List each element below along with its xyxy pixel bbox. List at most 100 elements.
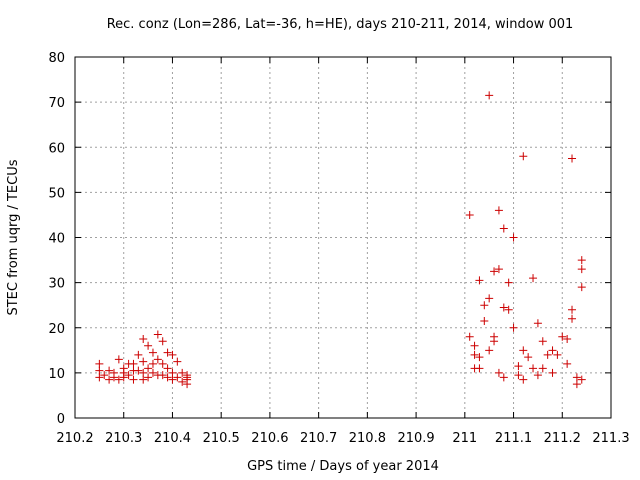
data-point <box>490 267 499 276</box>
data-point <box>577 375 586 384</box>
data-point <box>499 224 508 233</box>
data-point <box>173 373 182 382</box>
data-point <box>148 368 157 377</box>
data-point <box>475 364 484 373</box>
data-point <box>480 301 489 310</box>
data-point <box>533 371 542 380</box>
data-point <box>563 359 572 368</box>
data-point <box>134 366 143 375</box>
x-tick-label: 211.1 <box>495 431 532 446</box>
data-point <box>134 350 143 359</box>
data-point <box>105 366 114 375</box>
x-axis-label: GPS time / Days of year 2014 <box>247 459 439 474</box>
data-point <box>168 375 177 384</box>
y-tick-label: 30 <box>48 277 65 292</box>
data-point <box>529 274 538 283</box>
data-point <box>475 353 484 362</box>
data-point <box>499 303 508 312</box>
data-point <box>572 373 581 382</box>
data-point <box>100 371 109 380</box>
data-point <box>470 350 479 359</box>
data-point <box>485 91 494 100</box>
data-point <box>163 364 172 373</box>
data-point <box>163 348 172 357</box>
tick-labels: 210.2 210.3 210.4 210.5 210.6 210.7 210.8 210.9… <box>48 51 629 446</box>
data-point <box>144 373 153 382</box>
data-point <box>563 335 572 344</box>
data-point <box>538 364 547 373</box>
x-tick-label: 211.3 <box>592 431 629 446</box>
data-point <box>119 373 128 382</box>
axis-ticks <box>74 56 612 419</box>
data-point <box>148 359 157 368</box>
x-tick-label: 211 <box>452 431 477 446</box>
data-point <box>153 330 162 339</box>
data-point <box>533 319 542 328</box>
data-point <box>178 368 187 377</box>
data-point <box>558 332 567 341</box>
data-point <box>475 276 484 285</box>
y-tick-label: 10 <box>48 367 65 382</box>
data-point <box>504 305 513 314</box>
y-tick-label: 60 <box>48 141 65 156</box>
data-point <box>577 265 586 274</box>
data-point <box>148 348 157 357</box>
data-point <box>509 233 518 242</box>
data-point <box>480 316 489 325</box>
data-point <box>519 152 528 161</box>
x-tick-label: 210.7 <box>300 431 337 446</box>
data-point <box>470 341 479 350</box>
data-point <box>105 375 114 384</box>
data-point <box>548 346 557 355</box>
data-point <box>568 314 577 323</box>
data-point <box>509 323 518 332</box>
data-point <box>519 375 528 384</box>
data-point <box>144 341 153 350</box>
y-tick-label: 40 <box>48 232 65 247</box>
data-point <box>572 380 581 389</box>
data-point <box>577 283 586 292</box>
data-point <box>519 346 528 355</box>
x-tick-label: 210.6 <box>251 431 288 446</box>
data-point <box>144 364 153 373</box>
x-tick-label: 210.3 <box>105 431 142 446</box>
data-point <box>529 364 538 373</box>
x-tick-label: 210.9 <box>397 431 434 446</box>
data-point <box>577 256 586 265</box>
data-point <box>95 366 104 375</box>
x-tick-label: 211.2 <box>544 431 581 446</box>
data-point <box>139 368 148 377</box>
data-point <box>129 375 138 384</box>
data-point <box>139 357 148 366</box>
data-point <box>114 355 123 364</box>
data-point <box>485 346 494 355</box>
data-point <box>494 206 503 215</box>
data-point <box>465 210 474 219</box>
y-tick-label: 70 <box>48 96 65 111</box>
data-point <box>553 350 562 359</box>
y-tick-label: 80 <box>48 51 65 66</box>
data-point <box>183 380 192 389</box>
data-point <box>568 305 577 314</box>
x-tick-label: 210.8 <box>349 431 386 446</box>
data-point <box>543 350 552 359</box>
data-point <box>119 364 128 373</box>
y-tick-label: 50 <box>48 186 65 201</box>
x-tick-label: 210.5 <box>203 431 240 446</box>
data-point <box>538 337 547 346</box>
data-point <box>178 377 187 386</box>
data-point <box>499 373 508 382</box>
data-point <box>514 371 523 380</box>
data-series <box>95 91 586 389</box>
data-point <box>485 294 494 303</box>
data-point <box>163 373 172 382</box>
chart-title: Rec. conz (Lon=286, Lat=-36, h=HE), days… <box>106 17 574 32</box>
data-point <box>173 357 182 366</box>
data-point <box>548 368 557 377</box>
x-tick-label: 210.2 <box>56 431 93 446</box>
data-point <box>109 373 118 382</box>
data-point <box>158 359 167 368</box>
data-point <box>504 278 513 287</box>
y-tick-label: 0 <box>57 412 65 427</box>
